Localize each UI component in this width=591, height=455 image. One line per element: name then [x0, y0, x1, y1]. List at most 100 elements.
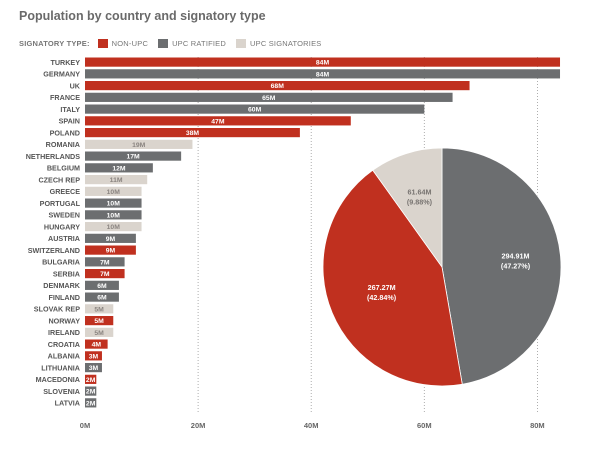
- category-label-croatia: CROATIA: [48, 340, 80, 349]
- bar-belgium: [85, 163, 153, 173]
- x-tick-label-80: 80M: [530, 421, 545, 430]
- value-label-austria: 9M: [106, 236, 116, 243]
- value-label-albania: 3M: [89, 353, 99, 360]
- pie-slice-ratified: [441, 147, 562, 385]
- value-label-finland: 6M: [97, 295, 107, 302]
- bar-norway: [85, 316, 114, 326]
- bar-czech-rep: [85, 175, 148, 185]
- category-label-finland: FINLAND: [48, 293, 80, 302]
- pie-slice-signatories: [372, 147, 443, 269]
- value-label-switzerland: 9M: [106, 248, 116, 255]
- value-label-poland: 38M: [186, 130, 200, 137]
- category-label-poland: POLAND: [50, 128, 80, 137]
- legend: SIGNATORY TYPE: NON-UPC UPC RATIFIED UPC…: [19, 37, 332, 49]
- value-label-italy: 60M: [248, 107, 262, 114]
- category-label-macedonia: MACEDONIA: [36, 375, 80, 384]
- category-label-norway: NORWAY: [48, 316, 80, 325]
- value-label-sweden: 10M: [107, 212, 121, 219]
- bar-finland: [85, 292, 119, 302]
- category-label-uk: UK: [70, 81, 81, 90]
- category-label-ireland: IRELAND: [48, 328, 80, 337]
- category-label-hungary: HUNGARY: [44, 222, 80, 231]
- value-label-uk: 68M: [271, 83, 285, 90]
- value-label-czech-rep: 11M: [110, 177, 123, 184]
- value-label-croatia: 4M: [92, 342, 102, 349]
- bar-albania: [85, 351, 102, 361]
- bar-ireland: [85, 327, 114, 337]
- legend-swatch-upc-signatories: [236, 38, 246, 48]
- value-label-belgium: 12M: [112, 165, 126, 172]
- bar-slovak-rep: [85, 304, 114, 314]
- x-tick-label-0: 0M: [80, 421, 90, 430]
- value-label-greece: 10M: [107, 189, 121, 196]
- category-label-portugal: PORTUGAL: [40, 199, 81, 208]
- bar-germany: [85, 69, 561, 79]
- x-tick-label-60: 60M: [417, 421, 432, 430]
- category-label-latvia: LATVIA: [55, 399, 80, 408]
- bar-greece: [85, 186, 142, 196]
- category-label-netherlands: NETHERLANDS: [26, 152, 81, 161]
- value-label-norway: 5M: [94, 318, 104, 325]
- category-label-denmark: DENMARK: [43, 281, 81, 290]
- bar-romania: [85, 139, 193, 149]
- value-label-serbia: 7M: [100, 271, 110, 278]
- bar-spain: [85, 116, 351, 126]
- bar-netherlands: [85, 151, 182, 161]
- value-label-netherlands: 17M: [126, 154, 140, 161]
- pie-value-label-signatories: 61.64M: [407, 188, 431, 197]
- category-label-turkey: TURKEY: [50, 58, 80, 67]
- bar-denmark: [85, 280, 119, 290]
- category-label-sweden: SWEDEN: [48, 211, 80, 220]
- pie-value-label-ratified: 294.91M: [502, 252, 530, 261]
- legend-item-upc-signatories: UPC SIGNATORIES: [236, 38, 322, 48]
- bar-switzerland: [85, 245, 136, 255]
- category-label-austria: AUSTRIA: [48, 234, 80, 243]
- value-label-portugal: 10M: [107, 201, 121, 208]
- value-label-spain: 47M: [211, 118, 225, 125]
- bar-slovenia: [85, 386, 97, 396]
- legend-item-upc-ratified: UPC RATIFIED: [158, 38, 226, 48]
- bar-croatia: [85, 339, 108, 349]
- category-label-czech-rep: CZECH REP: [38, 175, 80, 184]
- value-label-turkey: 84M: [316, 60, 330, 67]
- value-label-slovak-rep: 5M: [94, 306, 104, 313]
- bar-austria: [85, 233, 136, 243]
- pie-percent-label-signatories: (9.88%): [407, 198, 433, 207]
- bar-lithuania: [85, 363, 102, 373]
- category-label-romania: ROMANIA: [46, 140, 80, 149]
- bar-sweden: [85, 210, 142, 220]
- legend-label-upc-signatories: UPC SIGNATORIES: [250, 38, 322, 48]
- category-label-serbia: SERBIA: [53, 269, 80, 278]
- bar-turkey: [85, 57, 561, 67]
- value-label-germany: 84M: [316, 71, 330, 78]
- bar-serbia: [85, 269, 125, 279]
- bar-macedonia: [85, 374, 97, 384]
- pie-percent-label-nonupc: (42.84%): [367, 293, 397, 302]
- value-label-romania: 19M: [132, 142, 146, 149]
- category-label-spain: SPAIN: [59, 117, 80, 126]
- bar-latvia: [85, 398, 97, 408]
- value-label-france: 65M: [262, 95, 276, 102]
- pie-slice-nonupc: [322, 169, 463, 387]
- value-label-ireland: 5M: [94, 330, 104, 337]
- pie-value-label-nonupc: 267.27M: [368, 283, 396, 292]
- legend-item-non-upc: NON-UPC: [97, 38, 149, 48]
- legend-swatch-upc-ratified: [158, 38, 169, 48]
- bar-france: [85, 92, 453, 102]
- chart-title: Population by country and signatory type: [19, 9, 266, 23]
- value-label-hungary: 10M: [107, 224, 121, 231]
- value-label-lithuania: 3M: [89, 365, 99, 372]
- category-label-bulgaria: BULGARIA: [42, 258, 80, 267]
- bar-hungary: [85, 222, 142, 232]
- legend-title: SIGNATORY TYPE:: [19, 38, 90, 48]
- x-tick-label-20: 20M: [191, 421, 206, 430]
- value-label-denmark: 6M: [97, 283, 107, 290]
- bar-poland: [85, 128, 300, 138]
- category-label-lithuania: LITHUANIA: [41, 363, 80, 372]
- bar-uk: [85, 81, 470, 91]
- x-tick-label-40: 40M: [304, 421, 319, 430]
- bar-bulgaria: [85, 257, 125, 267]
- legend-label-non-upc: NON-UPC: [111, 38, 149, 48]
- legend-label-upc-ratified: UPC RATIFIED: [172, 38, 226, 48]
